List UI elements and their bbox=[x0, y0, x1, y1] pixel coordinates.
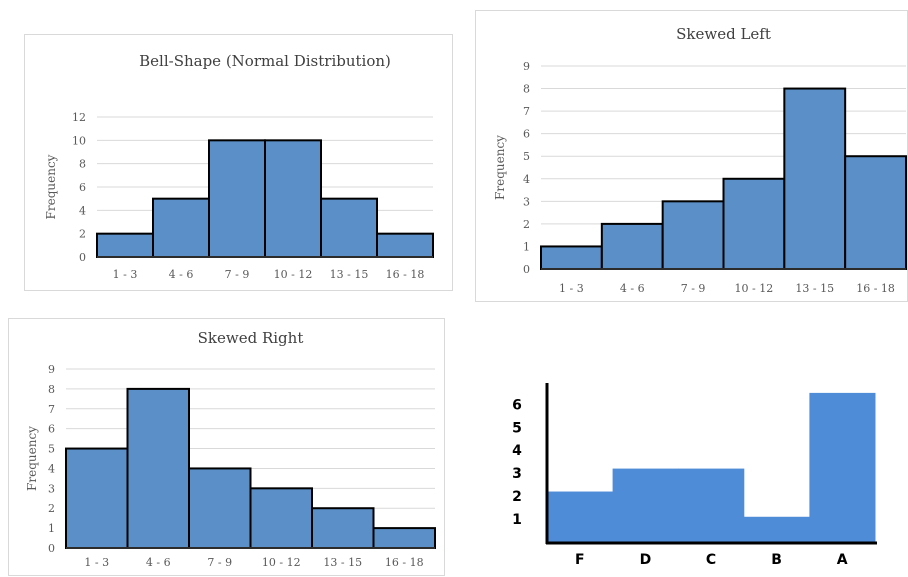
y-tick-label: 4 bbox=[523, 173, 530, 186]
bar bbox=[152, 197, 210, 259]
y-axis-label: Frequency bbox=[25, 426, 39, 491]
y-axis-label: Frequency bbox=[44, 154, 58, 219]
x-tick-label: 13 - 15 bbox=[330, 268, 369, 281]
y-tick-label: 2 bbox=[512, 489, 522, 505]
x-tick-label: 1 - 3 bbox=[84, 556, 109, 569]
y-axis-label: Frequency bbox=[493, 135, 507, 200]
bar-d bbox=[612, 468, 679, 542]
chart-title: Skewed Left bbox=[676, 25, 771, 43]
x-tick-label: 7 - 9 bbox=[207, 556, 232, 569]
bar bbox=[126, 387, 190, 549]
bar-c bbox=[678, 468, 745, 542]
y-tick-label: 12 bbox=[72, 111, 86, 124]
x-tick-label: A bbox=[837, 552, 848, 568]
chart-skewed-left: Skewed Left Frequency 0 1 2 3 4 5 6 7 8 9 1 - 3 4 - 6… bbox=[493, 25, 907, 295]
x-tick-label: 10 - 12 bbox=[274, 268, 313, 281]
y-tick-label: 6 bbox=[512, 397, 522, 413]
chart-bell: Bell-Shape (Normal Distribution) Frequenc… bbox=[44, 52, 434, 281]
bar-b bbox=[743, 516, 810, 542]
y-tick-label: 2 bbox=[48, 502, 55, 515]
x-tick-label: 16 - 18 bbox=[386, 268, 425, 281]
bar bbox=[844, 155, 907, 271]
x-tick-label: D bbox=[640, 552, 652, 568]
x-tick-label: 13 - 15 bbox=[795, 282, 834, 295]
x-tick-label: 10 - 12 bbox=[262, 556, 301, 569]
y-tick-label: 3 bbox=[523, 195, 530, 208]
y-tick-label: 0 bbox=[79, 251, 86, 264]
y-tick-label: 8 bbox=[523, 83, 530, 96]
chart-title: Skewed Right bbox=[198, 329, 304, 347]
bar bbox=[249, 487, 313, 549]
y-tick-label: 4 bbox=[512, 443, 522, 459]
bar-f bbox=[547, 491, 614, 542]
chart-title: Bell-Shape (Normal Distribution) bbox=[139, 52, 391, 70]
y-tick-label: 7 bbox=[523, 105, 530, 118]
bar bbox=[65, 447, 129, 549]
x-tick-label: 16 - 18 bbox=[385, 556, 424, 569]
bar bbox=[264, 139, 322, 258]
bar-a bbox=[809, 392, 876, 542]
chart-panel-skewed-right: Skewed Right Frequency 0 1 2 3 4 5 6 7 8 9 1 - 3 4 - … bbox=[8, 318, 445, 576]
y-tick-label: 4 bbox=[79, 204, 86, 217]
bar bbox=[372, 527, 436, 550]
bar bbox=[208, 139, 266, 258]
x-tick-label: 4 - 6 bbox=[169, 268, 194, 281]
chart-skewed-right: Skewed Right Frequency 0 1 2 3 4 5 6 7 8 9 1 - 3 4 - … bbox=[25, 329, 436, 569]
y-tick-label: 5 bbox=[512, 420, 522, 436]
x-tick-label: F bbox=[575, 552, 585, 568]
bar bbox=[661, 200, 725, 270]
x-tick-label: B bbox=[771, 552, 782, 568]
y-tick-label: 2 bbox=[523, 218, 530, 231]
y-tick-label: 6 bbox=[48, 423, 55, 436]
x-tick-label: 16 - 18 bbox=[856, 282, 895, 295]
x-tick-label: 13 - 15 bbox=[323, 556, 362, 569]
x-tick-label: 4 - 6 bbox=[620, 282, 645, 295]
y-tick-label: 0 bbox=[523, 263, 530, 276]
bar bbox=[540, 245, 603, 270]
y-tick-label: 0 bbox=[48, 542, 55, 555]
bar bbox=[722, 177, 786, 270]
y-tick-label: 3 bbox=[48, 482, 55, 495]
y-tick-label: 9 bbox=[48, 363, 55, 376]
y-tick-label: 8 bbox=[79, 158, 86, 171]
x-tick-label: 1 - 3 bbox=[559, 282, 584, 295]
bar bbox=[96, 232, 154, 259]
x-tick-label: C bbox=[706, 552, 716, 568]
bar bbox=[783, 87, 847, 270]
y-tick-label: 5 bbox=[48, 443, 55, 456]
bar bbox=[376, 232, 434, 259]
y-tick-label: 6 bbox=[79, 181, 86, 194]
y-tick-label: 1 bbox=[523, 240, 530, 253]
y-tick-label: 3 bbox=[512, 466, 522, 482]
bar bbox=[311, 507, 375, 550]
chart-panel-skewed-left: Skewed Left Frequency 0 1 2 3 4 5 6 7 8 9 1 - 3 4 - 6… bbox=[475, 10, 908, 302]
chart-panel-grades: 1 2 3 4 5 6 F D C B A bbox=[492, 370, 908, 576]
y-tick-label: 10 bbox=[72, 134, 86, 147]
y-tick-label: 7 bbox=[48, 403, 55, 416]
x-tick-label: 4 - 6 bbox=[146, 556, 171, 569]
x-tick-label: 7 - 9 bbox=[681, 282, 706, 295]
y-tick-label: 6 bbox=[523, 128, 530, 141]
chart-panel-bell: Bell-Shape (Normal Distribution) Frequenc… bbox=[24, 34, 453, 291]
y-tick-label: 1 bbox=[48, 522, 55, 535]
x-tick-label: 1 - 3 bbox=[113, 268, 138, 281]
x-tick-label: 10 - 12 bbox=[735, 282, 774, 295]
bar bbox=[600, 222, 664, 270]
y-tick-label: 1 bbox=[512, 512, 522, 528]
chart-grades: 1 2 3 4 5 6 F D C B A bbox=[512, 383, 877, 568]
bar bbox=[188, 467, 252, 549]
y-tick-label: 5 bbox=[523, 150, 530, 163]
y-tick-label: 2 bbox=[79, 228, 86, 241]
bar bbox=[320, 197, 378, 259]
y-tick-label: 4 bbox=[48, 462, 55, 475]
x-tick-label: 7 - 9 bbox=[225, 268, 250, 281]
y-tick-label: 8 bbox=[48, 383, 55, 396]
y-tick-label: 9 bbox=[523, 60, 530, 73]
